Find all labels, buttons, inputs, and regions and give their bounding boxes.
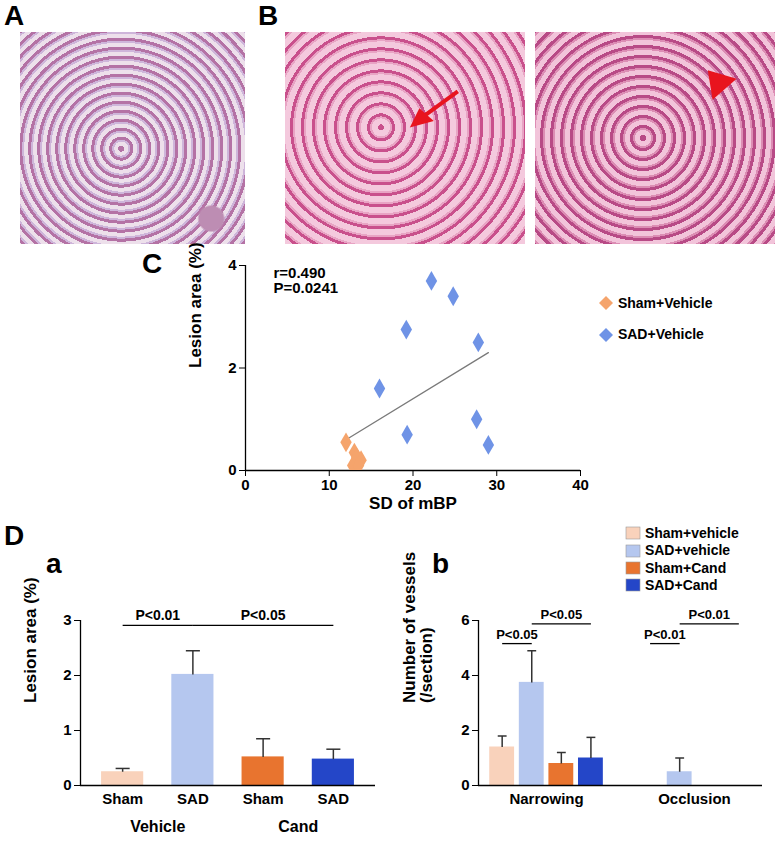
svg-text:Lesion area (%): Lesion area (%) bbox=[186, 242, 205, 368]
svg-text:Occlusion: Occlusion bbox=[658, 790, 731, 807]
svg-text:P<0.01: P<0.01 bbox=[688, 607, 730, 622]
svg-text:0: 0 bbox=[63, 776, 71, 793]
html-text:SAD+Cand: SAD+Cand bbox=[644, 577, 718, 594]
html-text:Sham+vehicle: Sham+vehicle bbox=[644, 525, 739, 542]
svg-text:4: 4 bbox=[461, 666, 470, 683]
svg-text:10: 10 bbox=[321, 476, 338, 493]
svg-text:r=0.490P=0.0241: r=0.490P=0.0241 bbox=[274, 264, 339, 296]
html-text:C: C bbox=[142, 248, 163, 279]
html-text:Sham+Cand: Sham+Cand bbox=[644, 559, 727, 576]
html-text:SAD+vehicle: SAD+vehicle bbox=[644, 542, 731, 559]
svg-text:P<0.01: P<0.01 bbox=[135, 607, 180, 623]
html-text:B: B bbox=[258, 0, 279, 31]
svg-text:Sham: Sham bbox=[102, 790, 143, 807]
svg-text:4: 4 bbox=[228, 256, 237, 273]
svg-text:0: 0 bbox=[241, 476, 249, 493]
svg-text:2: 2 bbox=[228, 359, 236, 376]
html-text:Sham+Vehicle: Sham+Vehicle bbox=[617, 295, 713, 312]
svg-text:P<0.05: P<0.05 bbox=[241, 607, 286, 623]
svg-text:P<0.05: P<0.05 bbox=[496, 627, 538, 642]
svg-text:2: 2 bbox=[461, 721, 469, 738]
html-text:a: a bbox=[46, 548, 62, 579]
svg-text:1: 1 bbox=[63, 721, 71, 738]
html-text:SAD+Vehicle: SAD+Vehicle bbox=[617, 326, 704, 343]
svg-text:P<0.05: P<0.05 bbox=[541, 607, 583, 622]
svg-text:0: 0 bbox=[461, 776, 469, 793]
html-text:D: D bbox=[4, 520, 25, 551]
svg-text:6: 6 bbox=[461, 611, 469, 628]
html-text:b: b bbox=[432, 548, 450, 579]
svg-text:Vehicle: Vehicle bbox=[130, 818, 185, 835]
svg-text:2: 2 bbox=[63, 666, 71, 683]
svg-text:Sham: Sham bbox=[243, 790, 284, 807]
svg-text:SAD: SAD bbox=[318, 790, 350, 807]
svg-text:0: 0 bbox=[228, 461, 236, 478]
svg-text:Narrowing: Narrowing bbox=[509, 790, 583, 807]
svg-text:30: 30 bbox=[488, 476, 505, 493]
svg-text:20: 20 bbox=[405, 476, 422, 493]
svg-text:Lesion area (%): Lesion area (%) bbox=[21, 577, 40, 703]
svg-text:SD of mBP: SD of mBP bbox=[369, 494, 457, 513]
svg-text:P<0.01: P<0.01 bbox=[644, 627, 686, 642]
svg-text:Number of vessels(/section): Number of vessels(/section) bbox=[400, 552, 436, 703]
svg-text:3: 3 bbox=[63, 611, 71, 628]
svg-text:SAD: SAD bbox=[177, 790, 209, 807]
html-text:A: A bbox=[4, 0, 25, 31]
svg-text:40: 40 bbox=[572, 476, 589, 493]
svg-text:Cand: Cand bbox=[278, 818, 318, 835]
